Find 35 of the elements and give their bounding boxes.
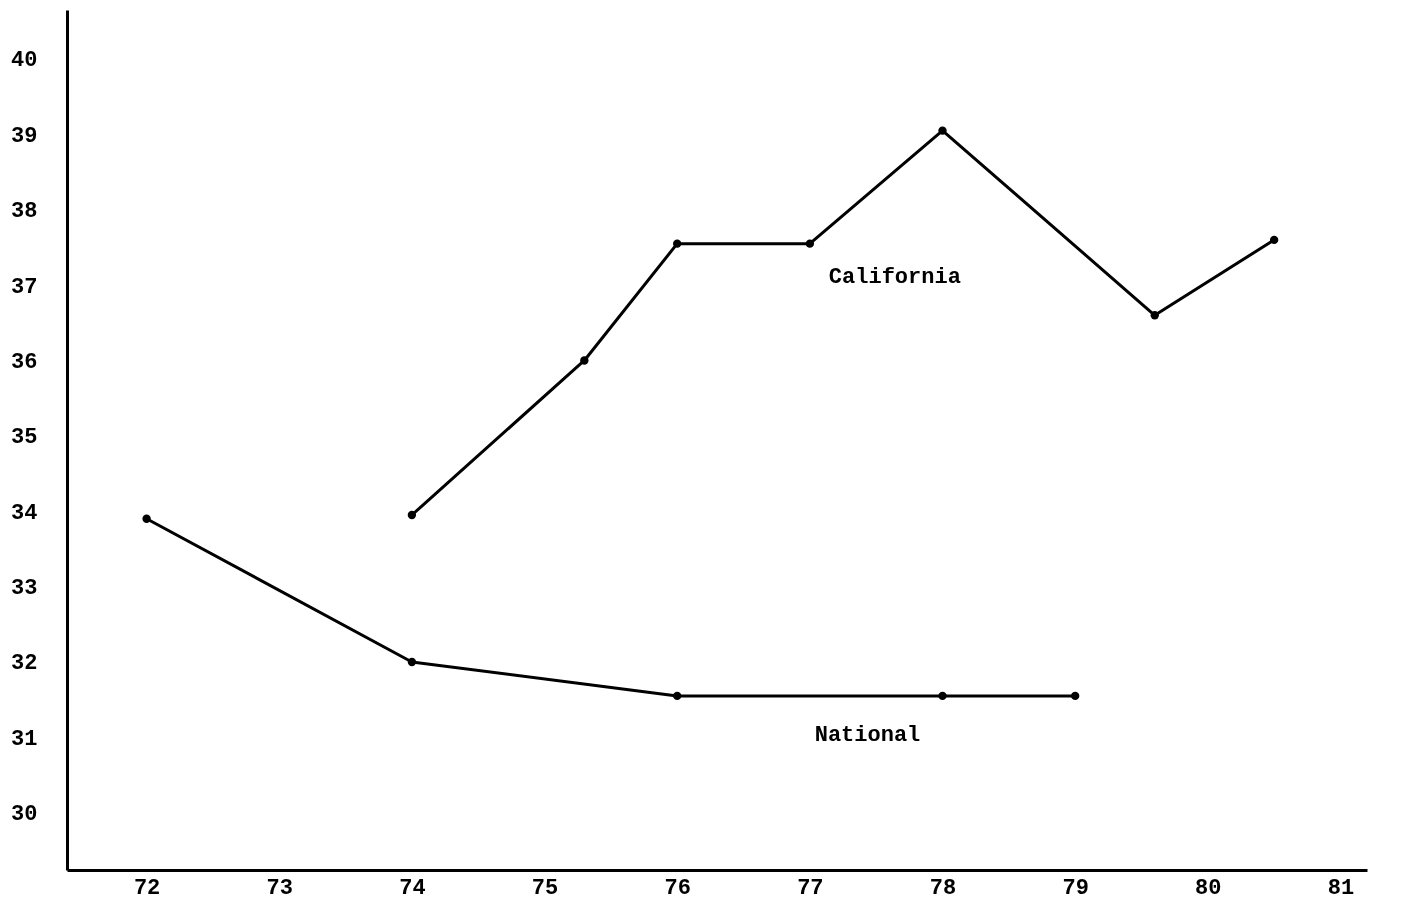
y-tick-label: 32 <box>11 651 38 677</box>
y-tick-label: 31 <box>11 726 38 752</box>
point <box>1269 235 1279 245</box>
point <box>938 691 947 701</box>
point <box>142 514 151 523</box>
y-tick-label: 34 <box>11 500 38 526</box>
y-tick-label: 39 <box>11 123 38 149</box>
x-tick-label: 76 <box>664 875 691 901</box>
x-tick-label: 72 <box>133 875 161 901</box>
x-tick-label: 78 <box>929 875 957 901</box>
point <box>1150 311 1159 320</box>
x-tick-label: 79 <box>1062 875 1089 901</box>
x-tick-label: 74 <box>399 875 426 901</box>
x-tick-label: 80 <box>1195 875 1222 901</box>
point <box>407 657 417 667</box>
point <box>673 239 682 248</box>
y-tick-label: 38 <box>11 199 38 225</box>
y-tick-label: 40 <box>11 48 38 74</box>
y-tick-label: 30 <box>11 802 38 828</box>
series-label: National <box>814 722 921 748</box>
series-label: California <box>828 264 961 290</box>
x-tick-label: 77 <box>797 875 824 901</box>
point <box>1070 691 1080 701</box>
point <box>407 510 417 520</box>
point <box>938 126 947 135</box>
x-tick-label: 81 <box>1327 875 1355 901</box>
point <box>805 239 815 248</box>
y-tick-label: 36 <box>11 349 38 375</box>
y-tick-label: 37 <box>11 274 38 300</box>
y-tick-label: 33 <box>11 576 38 602</box>
x-tick-label: 75 <box>531 875 559 901</box>
point <box>673 691 682 701</box>
x-tick-label: 73 <box>266 875 293 901</box>
y-tick-label: 35 <box>11 425 38 451</box>
point <box>580 356 589 365</box>
